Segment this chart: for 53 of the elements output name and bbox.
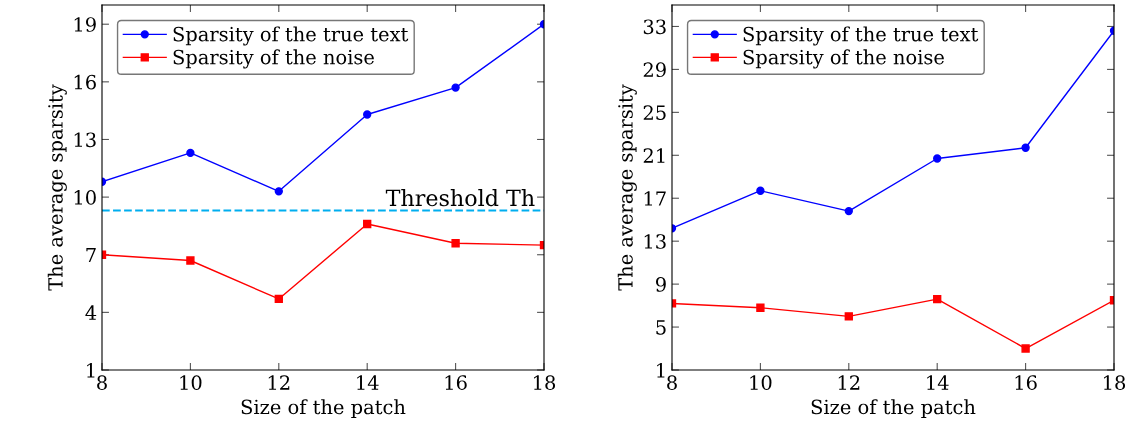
x-axis-title: Size of the patch: [811, 399, 976, 419]
y-tick-label: 16: [74, 74, 96, 90]
y-tick-label: 17: [644, 191, 666, 206]
point: [451, 239, 460, 248]
point: [186, 148, 195, 158]
y-tick-label: 21: [643, 148, 665, 163]
y-axis-title: The average sparsity: [47, 84, 67, 291]
y-tick-label: 5: [656, 320, 666, 335]
y-tick-label: 1: [87, 362, 95, 378]
x-tick-label: 10: [750, 375, 772, 390]
point: [451, 83, 460, 92]
legend-label: Sparsity of the true text: [743, 26, 979, 46]
point: [756, 303, 765, 312]
y-tick-label: 29: [643, 62, 666, 78]
x-tick-label: 8: [97, 375, 107, 390]
y-tick-label: 25: [643, 105, 666, 121]
point: [274, 294, 283, 304]
y-tick-label: 13: [644, 234, 666, 249]
y-tick-label: 9: [655, 277, 666, 292]
point: [844, 312, 853, 321]
point: [186, 256, 195, 265]
y-tick-label: 7: [86, 247, 96, 263]
x-tick-label: 16: [445, 375, 467, 390]
point: [844, 206, 853, 216]
x-tick-label: 12: [838, 375, 860, 390]
y-tick-label: 4: [85, 305, 97, 320]
y-tick-label: 13: [74, 132, 96, 148]
x-tick-label: 18: [534, 375, 556, 390]
x-tick-label: 14: [357, 375, 379, 390]
y-tick-label: 19: [74, 17, 96, 32]
point: [1021, 143, 1030, 152]
point: [274, 187, 283, 196]
legend-label: Sparsity of the true text: [173, 26, 409, 46]
point: [363, 219, 372, 229]
point: [933, 294, 942, 304]
x-tick-label: 10: [180, 375, 202, 390]
y-tick-label: 10: [74, 190, 96, 205]
y-axis-title: The average sparsity: [617, 84, 637, 291]
y-tick-label: 33: [643, 19, 666, 35]
point: [756, 186, 765, 195]
y-tick-label: 1: [657, 362, 665, 378]
ref-line-label: Threshold Th: [385, 189, 535, 207]
x-tick-label: 16: [1015, 375, 1037, 390]
point: [363, 110, 372, 119]
x-tick-label: 12: [268, 375, 290, 390]
point: [933, 154, 942, 163]
point: [1021, 344, 1030, 353]
legend-label: Sparsity of the noise: [173, 49, 374, 69]
x-axis-title: Size of the patch: [241, 399, 406, 419]
legend-label: Sparsity of the noise: [743, 49, 944, 69]
x-tick-label: 18: [1104, 375, 1126, 390]
x-tick-label: 14: [927, 375, 949, 390]
x-tick-label: 8: [667, 375, 677, 390]
